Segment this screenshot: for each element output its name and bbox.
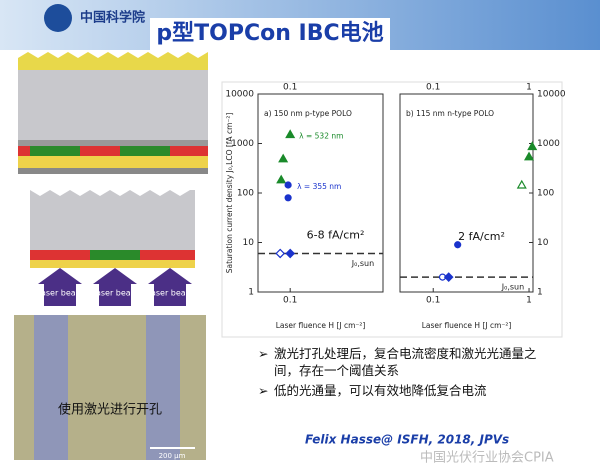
layer <box>18 146 208 156</box>
laser-label: Laser beam <box>92 289 139 298</box>
metal <box>18 156 208 168</box>
point <box>275 248 286 259</box>
bullet: 低的光通量，可以有效地降低复合电流 <box>258 382 544 399</box>
series-label: λ = 532 nm <box>299 131 343 140</box>
series-label: λ = 355 nm <box>297 182 341 191</box>
point <box>527 141 538 151</box>
laser-arrows: Laser beam Laser beam Laser beam <box>37 268 194 306</box>
photo-caption: 使用激光进行开孔 <box>58 402 162 418</box>
annotation: 2 fA/cm² <box>458 230 505 243</box>
wafer <box>18 70 208 140</box>
y-axis-label: Saturation current density J₀,LCO [fA cm… <box>225 113 234 274</box>
x-tick-label: 0.1 <box>283 296 297 306</box>
wafer <box>30 190 195 250</box>
stripe <box>34 315 68 460</box>
layer <box>120 146 170 156</box>
laser-arrow <box>93 268 137 306</box>
point <box>276 174 287 184</box>
x-tick-label: 1 <box>526 296 532 306</box>
watermark: 中国光伏行业协会CPIA <box>420 451 554 466</box>
reference-label: J₀,sun <box>351 259 374 268</box>
x-tick-label: 0.1 <box>426 296 440 306</box>
y-tick-label: 1000 <box>231 139 254 149</box>
laser-label: Laser beam <box>37 289 84 298</box>
point <box>524 151 535 161</box>
layer <box>30 146 80 156</box>
point <box>443 272 454 282</box>
point <box>516 179 527 189</box>
logo-text: 中国科学院 <box>80 10 145 26</box>
layer <box>18 168 208 174</box>
y-tick-label: 10 <box>243 238 255 248</box>
bullet: 激光打孔处理后，复合电流密度和激光光通量之间，存在一个阈值关系 <box>258 345 544 379</box>
charts: 1 10 100 1000 10000 0.1 0.1 a) 150 nm p-type PO… <box>225 83 566 331</box>
point <box>454 241 462 249</box>
slide-title: p型TOPCon IBC电池 <box>156 21 383 46</box>
x-axis-label: Laser fluence H [J cm⁻²] <box>422 321 512 330</box>
laser-arrow <box>148 268 192 306</box>
annotation: 6-8 fA/cm² <box>307 228 365 241</box>
laser-label: Laser beam <box>147 289 194 298</box>
panel-label: a) 150 nm p-type POLO <box>264 109 352 118</box>
scale-label: 200 µm <box>159 452 186 460</box>
y-tick-label: 10000 <box>537 90 566 100</box>
y-tick-label: 10000 <box>225 90 254 100</box>
point <box>285 248 296 259</box>
y-tick-label: 1000 <box>537 139 560 149</box>
layer <box>90 250 140 260</box>
laser-arrow <box>38 268 82 306</box>
reference-label: J₀,sun <box>501 283 524 292</box>
x-tick-label-top: 1 <box>526 83 532 93</box>
layer <box>18 140 208 146</box>
title-box <box>150 18 390 50</box>
texture <box>18 52 208 75</box>
stripe <box>146 315 180 460</box>
layer <box>30 260 195 268</box>
y-tick-label: 1 <box>248 288 254 298</box>
x-axis-label: Laser fluence H [J cm⁻²] <box>276 321 366 330</box>
y-tick-label: 100 <box>237 189 254 199</box>
logo-icon <box>44 4 72 32</box>
point <box>278 153 289 163</box>
point <box>284 194 292 202</box>
x-tick-label-top: 0.1 <box>283 83 297 93</box>
point <box>285 129 296 139</box>
y-tick-label: 100 <box>537 189 554 199</box>
y-tick-label: 10 <box>537 238 549 248</box>
citation: Felix Hasse@ ISFH, 2018, JPVs <box>305 433 509 447</box>
x-tick-label-top: 0.1 <box>426 83 440 93</box>
figure-frame <box>221 81 563 338</box>
point <box>284 181 292 189</box>
panel-label: b) 115 nm n-type POLO <box>406 109 494 118</box>
y-tick-label: 1 <box>537 288 543 298</box>
